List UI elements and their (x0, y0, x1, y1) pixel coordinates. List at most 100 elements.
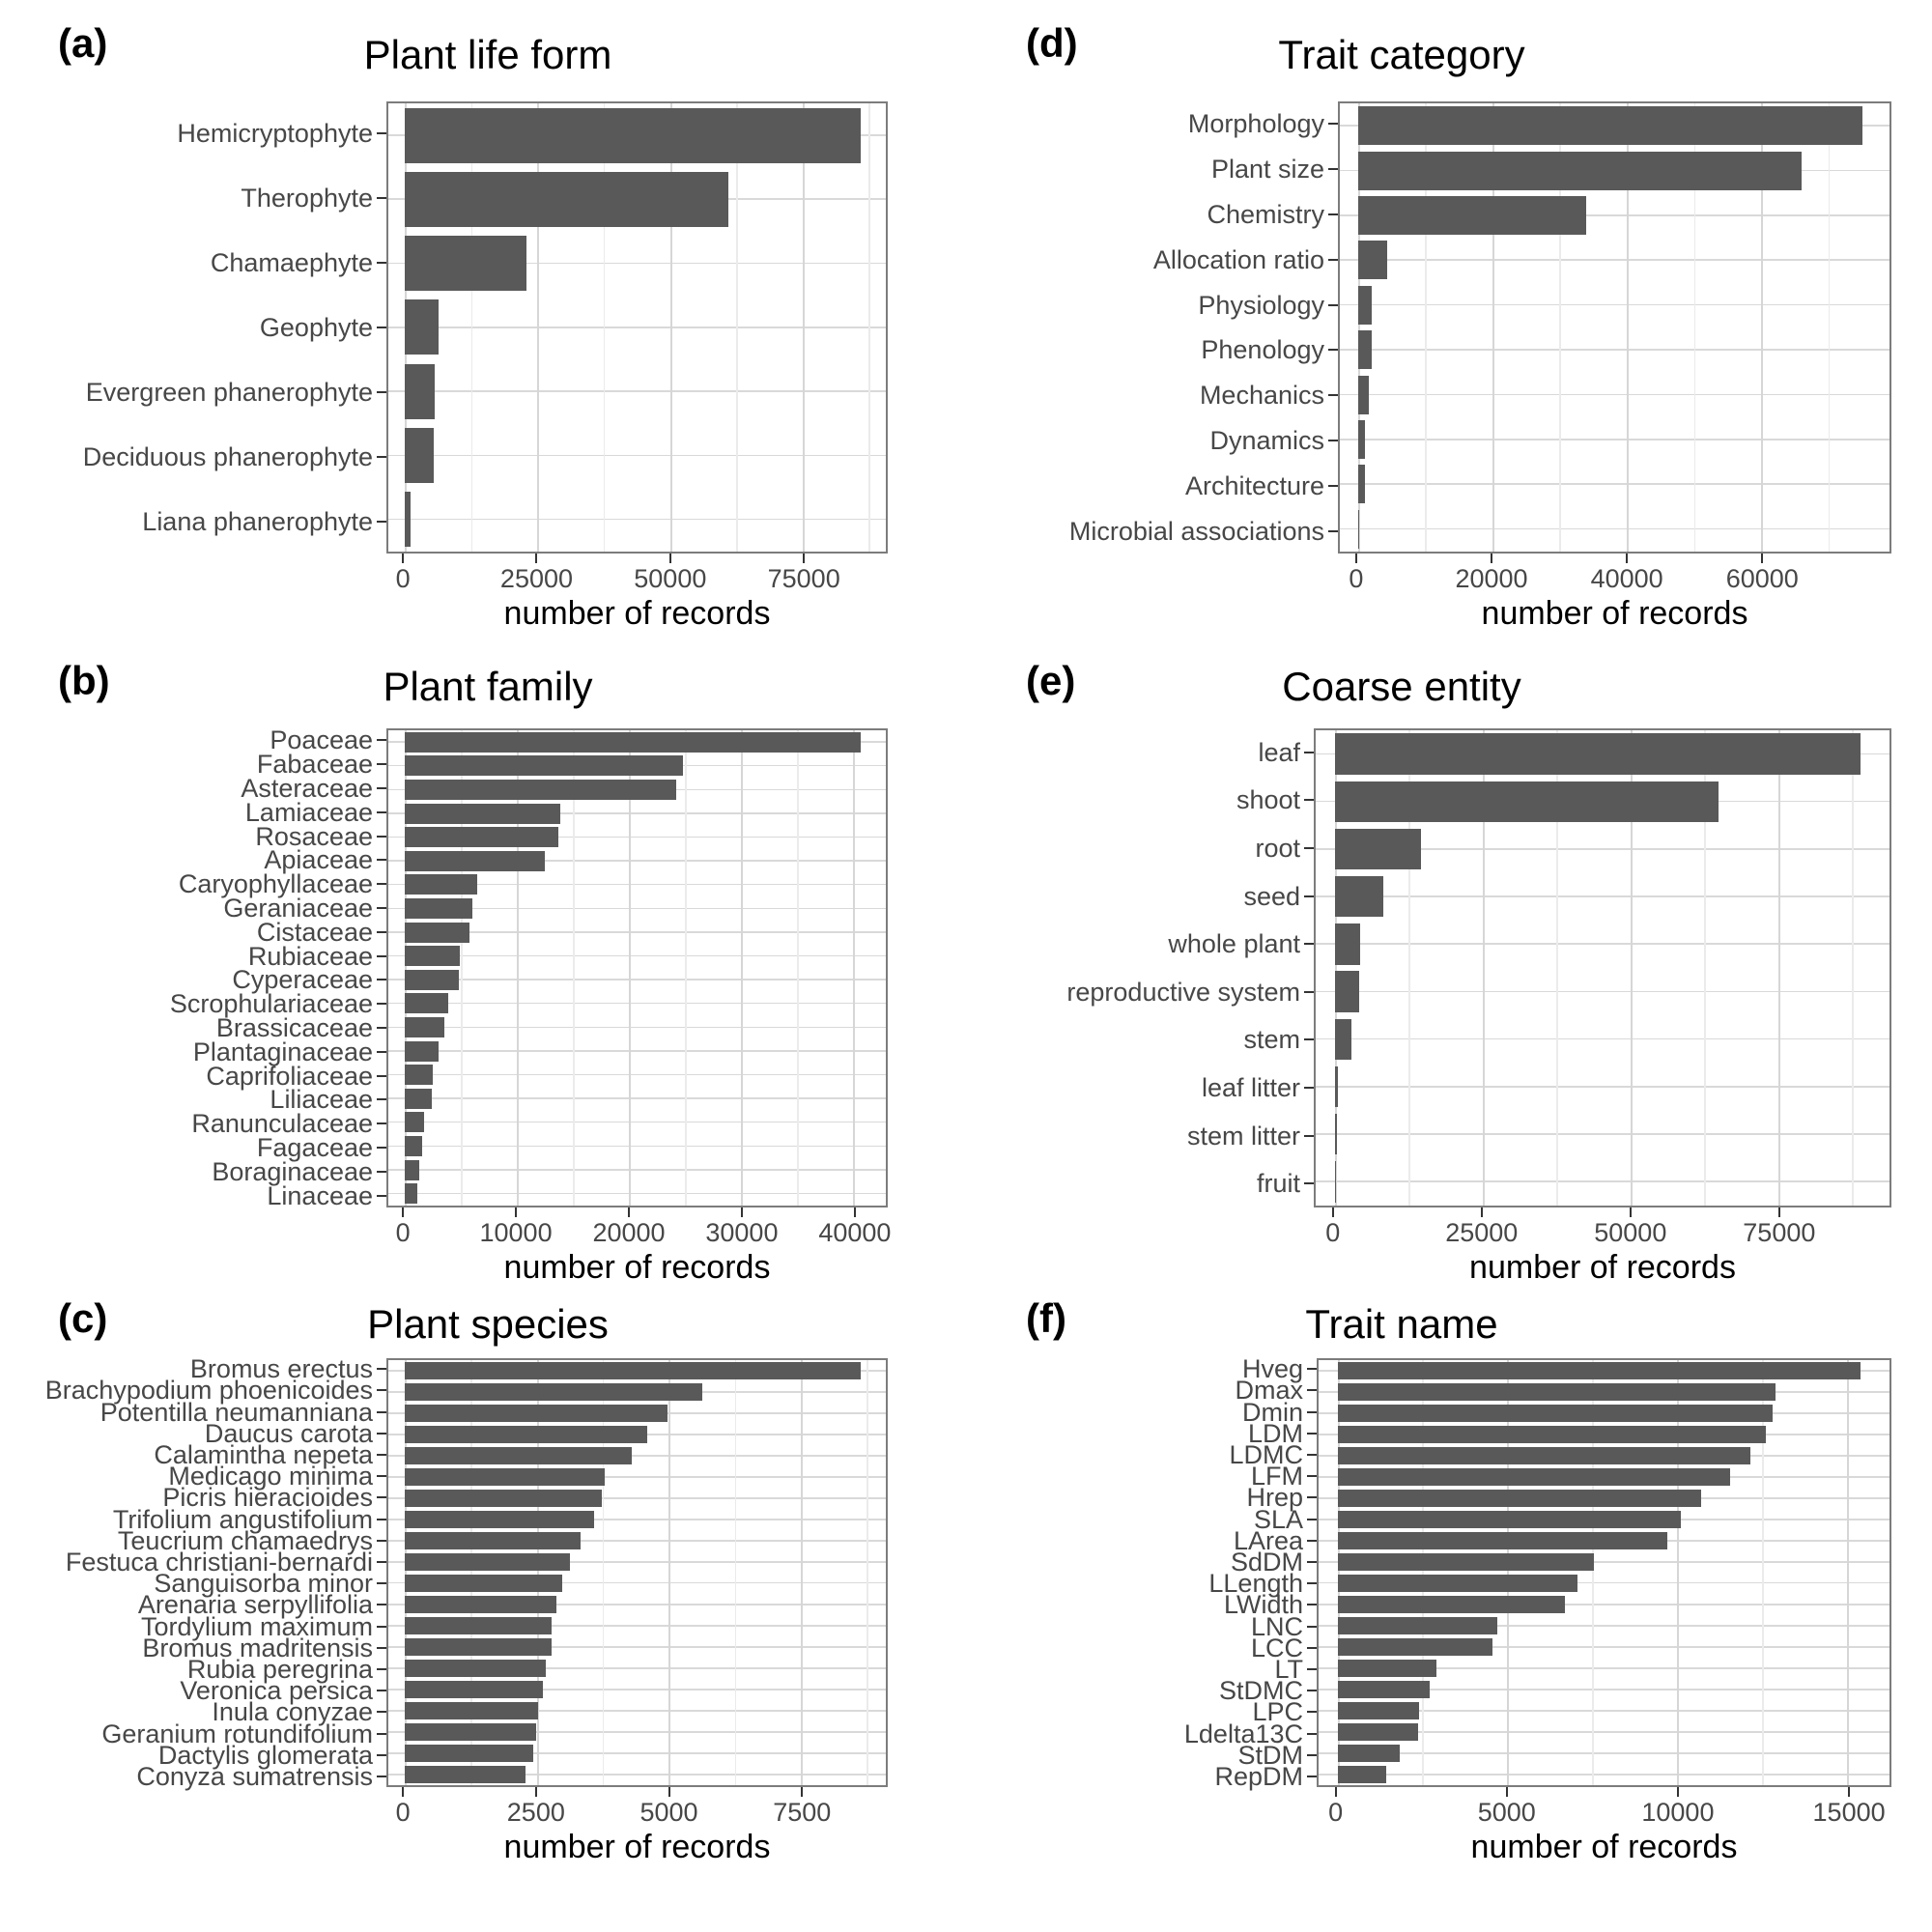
bar (404, 1489, 602, 1508)
y-axis-label: Evergreen phanerophyte (85, 377, 373, 407)
y-tick-mark (377, 520, 386, 523)
y-axis-label: Picris hieracioides (162, 1483, 373, 1513)
gridline-vertical-minor (1704, 730, 1706, 1206)
y-tick-mark (377, 1003, 386, 1006)
y-axis-label: root (1255, 834, 1300, 863)
y-axis-label: Dactylis glomerata (157, 1740, 373, 1770)
gridline-horizontal (1340, 483, 1889, 485)
y-axis-label: Medicago minima (168, 1462, 373, 1492)
y-tick-mark (1307, 1604, 1317, 1606)
y-axis-label: LCC (1250, 1633, 1303, 1662)
y-tick-mark (1307, 1518, 1317, 1520)
gridline-horizontal (388, 1192, 886, 1195)
x-tick-mark (801, 1787, 804, 1797)
y-tick-mark (377, 1775, 386, 1777)
y-tick-mark (1328, 529, 1338, 532)
y-tick-mark (377, 1518, 386, 1520)
bar (1334, 781, 1719, 822)
gridline-vertical-major (404, 730, 407, 1206)
y-tick-mark (1307, 1539, 1317, 1542)
y-tick-mark (1307, 1389, 1317, 1392)
y-tick-mark (1307, 1667, 1317, 1670)
y-axis-label: LPC (1252, 1697, 1303, 1727)
x-tick-mark (1491, 554, 1493, 563)
bar (404, 1112, 424, 1133)
x-tick-mark (402, 1787, 405, 1797)
bar (1334, 923, 1360, 965)
y-axis-label: Deciduous phanerophyte (82, 441, 373, 471)
gridline-horizontal (388, 907, 886, 909)
bar (404, 993, 449, 1014)
gridline-vertical-major (853, 730, 856, 1206)
gridline-horizontal (1319, 1581, 1889, 1584)
gridline-vertical-major (1334, 730, 1337, 1206)
bar (404, 1659, 546, 1678)
bar (1357, 420, 1366, 459)
y-axis-label: shoot (1236, 785, 1300, 815)
x-tick-label: 20000 (1455, 564, 1528, 593)
y-axis-label: Apiaceae (264, 845, 373, 875)
bar (1334, 1065, 1338, 1108)
gridline-horizontal (388, 1710, 886, 1712)
y-axis-label: whole plant (1168, 929, 1300, 959)
gridline-horizontal (388, 1561, 886, 1563)
y-tick-mark (1304, 990, 1314, 993)
bar (404, 1040, 440, 1062)
y-axis-label: Poaceae (270, 725, 373, 755)
bar (404, 1722, 536, 1742)
y-axis-label: seed (1243, 881, 1300, 911)
bar (1357, 106, 1862, 146)
bar (404, 1552, 571, 1572)
y-axis-label: LNC (1250, 1611, 1303, 1641)
bar (1334, 1114, 1338, 1155)
y-tick-mark (1307, 1646, 1317, 1649)
y-tick-mark (1304, 1182, 1314, 1185)
y-tick-mark (1304, 1134, 1314, 1137)
gridline-horizontal (1340, 303, 1889, 306)
gridline-horizontal (388, 979, 886, 980)
y-axis-label: Liana phanerophyte (142, 506, 373, 536)
y-axis-label: Mechanics (1199, 381, 1324, 411)
bar (1337, 1722, 1419, 1742)
y-axis-label: Plantaginaceae (192, 1037, 373, 1066)
gridline-vertical-major (1482, 730, 1485, 1206)
x-tick-mark (1626, 554, 1629, 563)
y-axis-label: Calamintha nepeta (154, 1439, 373, 1469)
y-tick-mark (377, 954, 386, 957)
x-tick-mark (535, 554, 538, 563)
y-axis-label: Rubiaceae (247, 941, 373, 971)
x-tick-mark (534, 1787, 537, 1797)
x-tick-mark (627, 1208, 630, 1217)
gridline-horizontal (388, 812, 886, 814)
gridline-vertical-major (1492, 103, 1494, 552)
y-axis-label: Fabaceae (256, 750, 373, 780)
gridline-vertical-minor (603, 103, 606, 552)
x-tick-mark (1848, 1787, 1851, 1797)
bar (1334, 971, 1359, 1012)
bar (1337, 1701, 1419, 1720)
x-axis-title: number of records (503, 595, 771, 632)
bar (1337, 1637, 1492, 1657)
bar (404, 1510, 595, 1529)
y-tick-mark (1328, 349, 1338, 352)
x-tick-label: 0 (395, 1798, 411, 1827)
y-tick-mark (1307, 1775, 1317, 1777)
y-axis-label: Ldelta13C (1183, 1719, 1303, 1748)
gridline-vertical-minor (736, 103, 738, 552)
bar (404, 1637, 552, 1657)
y-tick-mark (1328, 440, 1338, 441)
bar (1337, 1595, 1566, 1614)
x-axis-title: number of records (503, 1829, 771, 1865)
y-axis-label: Cyperaceae (232, 965, 373, 995)
y-tick-mark (377, 930, 386, 933)
y-axis-label: StDM (1237, 1740, 1304, 1770)
y-tick-mark (377, 1732, 386, 1735)
y-tick-mark (1304, 799, 1314, 802)
bar (1334, 733, 1861, 775)
x-tick-mark (853, 1208, 856, 1217)
bar (1337, 1361, 1861, 1380)
plot-area (1317, 1358, 1891, 1787)
y-tick-mark (1307, 1582, 1317, 1585)
gridline-vertical-major (1627, 103, 1630, 552)
gridline-horizontal (388, 1455, 886, 1457)
